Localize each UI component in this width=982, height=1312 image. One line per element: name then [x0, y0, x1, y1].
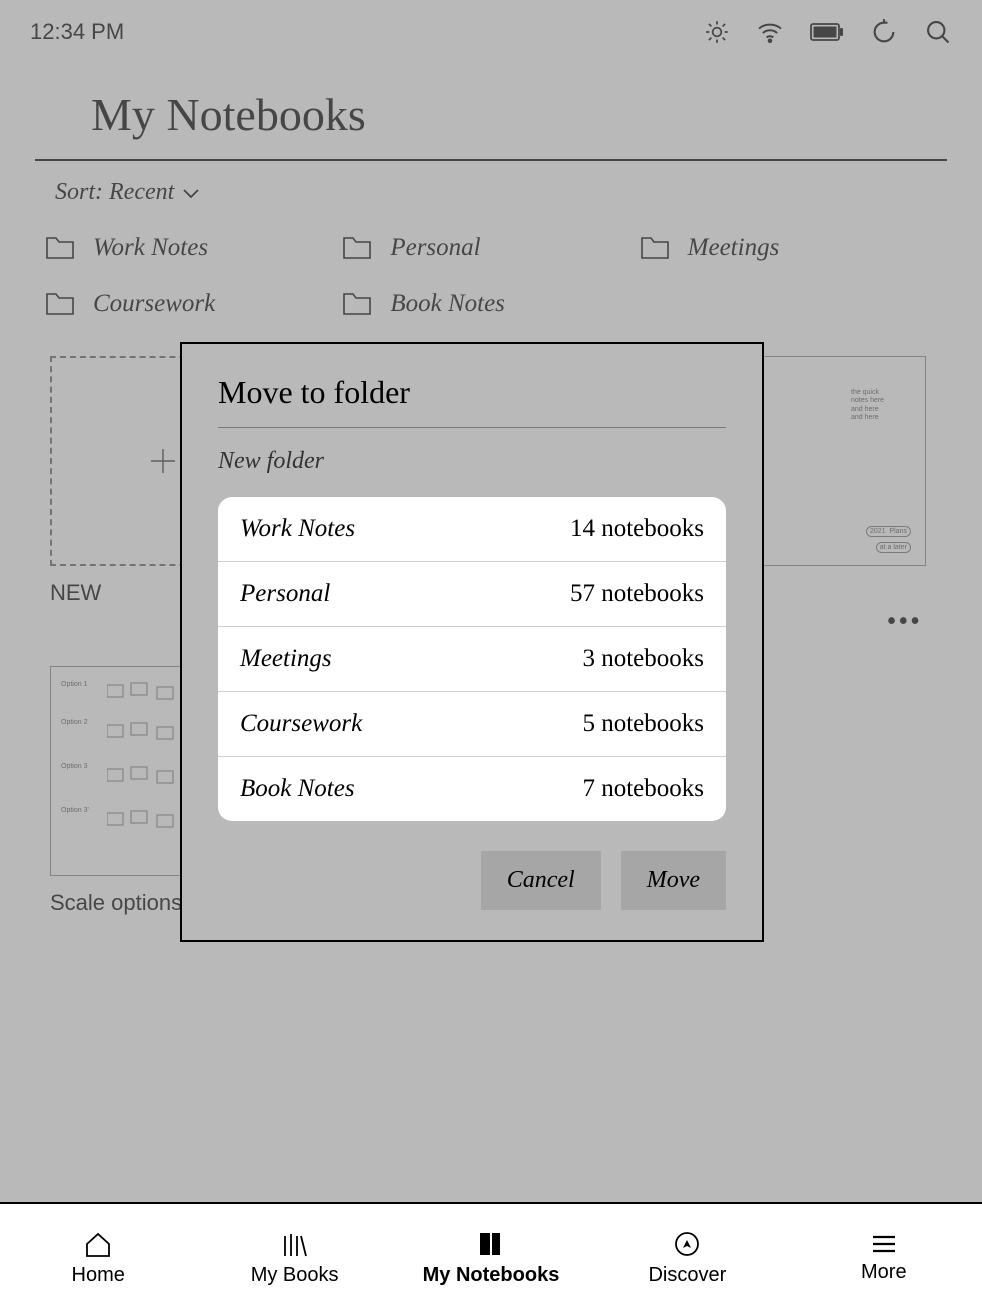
- menu-icon: [870, 1233, 898, 1255]
- nav-discover[interactable]: Discover: [589, 1204, 785, 1312]
- nav-more[interactable]: More: [786, 1204, 982, 1312]
- folder-row-count: 3 notebooks: [582, 645, 704, 673]
- folder-row-name: Work Notes: [240, 515, 355, 543]
- dialog-folder-list: Work Notes 14 notebooks Personal 57 note…: [218, 497, 726, 821]
- nav-label: More: [861, 1261, 907, 1284]
- folder-row-name: Personal: [240, 580, 330, 608]
- dialog-folder-row[interactable]: Coursework 5 notebooks: [218, 692, 726, 757]
- folder-row-count: 7 notebooks: [582, 775, 704, 803]
- bottom-nav: Home My Books My Notebooks Discover More: [0, 1202, 982, 1312]
- notebook-icon: [476, 1230, 506, 1258]
- books-icon: [279, 1230, 311, 1258]
- folder-row-name: Coursework: [240, 710, 362, 738]
- nav-label: My Notebooks: [423, 1264, 560, 1287]
- nav-home[interactable]: Home: [0, 1204, 196, 1312]
- folder-row-count: 57 notebooks: [570, 580, 704, 608]
- nav-label: Home: [72, 1264, 125, 1287]
- move-to-folder-dialog: Move to folder New folder Work Notes 14 …: [180, 342, 764, 942]
- cancel-button[interactable]: Cancel: [481, 851, 601, 910]
- dialog-folder-row[interactable]: Book Notes 7 notebooks: [218, 757, 726, 821]
- nav-my-notebooks[interactable]: My Notebooks: [393, 1204, 589, 1312]
- folder-row-name: Book Notes: [240, 775, 355, 803]
- dialog-folder-row[interactable]: Meetings 3 notebooks: [218, 627, 726, 692]
- nav-label: Discover: [648, 1264, 726, 1287]
- folder-row-count: 5 notebooks: [582, 710, 704, 738]
- dialog-folder-row[interactable]: Work Notes 14 notebooks: [218, 497, 726, 562]
- dialog-folder-row[interactable]: Personal 57 notebooks: [218, 562, 726, 627]
- dialog-buttons: Cancel Move: [218, 851, 726, 910]
- move-button[interactable]: Move: [621, 851, 726, 910]
- new-folder-button[interactable]: New folder: [218, 428, 726, 497]
- home-icon: [83, 1230, 113, 1258]
- folder-row-count: 14 notebooks: [570, 515, 704, 543]
- nav-label: My Books: [251, 1264, 339, 1287]
- dialog-title: Move to folder: [218, 374, 726, 428]
- nav-my-books[interactable]: My Books: [196, 1204, 392, 1312]
- folder-row-name: Meetings: [240, 645, 332, 673]
- compass-icon: [673, 1230, 701, 1258]
